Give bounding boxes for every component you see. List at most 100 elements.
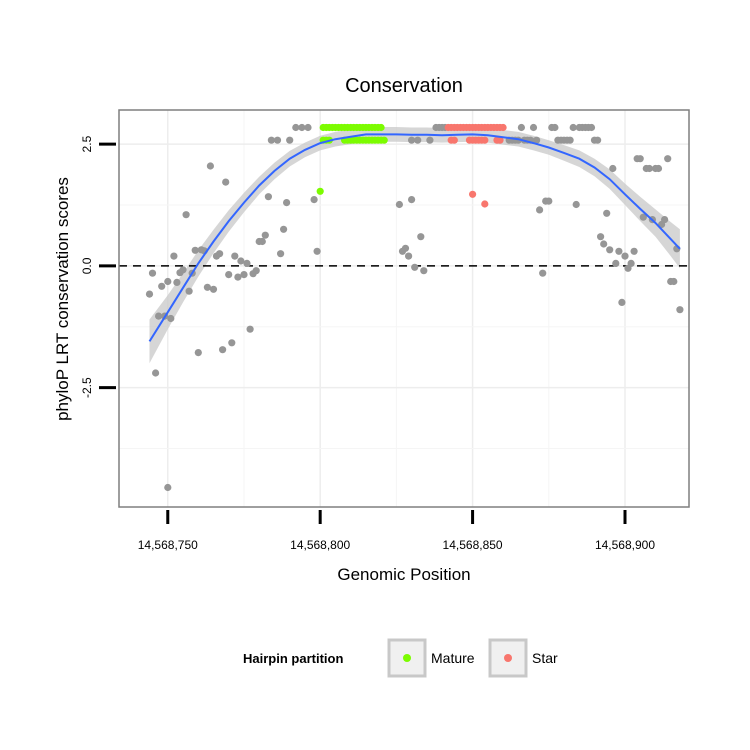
data-point [167, 314, 175, 323]
data-point [606, 246, 614, 254]
data-point [545, 197, 553, 205]
data-point [615, 247, 623, 255]
data-point [222, 178, 230, 186]
data-point [661, 216, 669, 224]
legend: Hairpin partition Mature Star [243, 638, 558, 678]
data-point [158, 282, 166, 290]
data-point [481, 200, 489, 208]
data-point [206, 162, 214, 170]
data-point [203, 283, 211, 291]
data-point [283, 199, 291, 207]
data-point [185, 287, 193, 295]
legend-label: Star [532, 650, 558, 666]
data-point [243, 259, 251, 267]
data-point [216, 250, 224, 258]
data-point [380, 136, 388, 144]
data-point [173, 278, 181, 286]
legend-swatch [403, 654, 411, 662]
data-point [277, 250, 285, 258]
x-axis-label: Genomic Position [337, 565, 470, 584]
data-point [664, 155, 672, 163]
data-point [609, 164, 617, 173]
data-point [191, 246, 199, 254]
data-point [600, 240, 608, 248]
series-mature [316, 123, 388, 195]
data-point [225, 271, 233, 279]
data-point [469, 190, 477, 198]
data-point [194, 349, 202, 357]
y-axis: -2.5 0.0 2.5 [80, 135, 116, 398]
data-point [639, 213, 647, 221]
legend-entry-mature: Mature [387, 638, 475, 678]
data-point [566, 136, 574, 144]
data-point [401, 244, 410, 252]
data-point [145, 290, 154, 298]
plot-border [118, 109, 690, 508]
x-tick-label: 14,568,900 [595, 538, 655, 552]
x-tick-label: 14,568,800 [290, 538, 350, 552]
data-point [405, 252, 413, 260]
data-point [517, 123, 526, 132]
data-point [529, 123, 538, 132]
data-point [411, 263, 419, 271]
data-point [313, 247, 321, 255]
series-star [444, 123, 507, 208]
data-point [246, 325, 254, 333]
data-point [621, 252, 629, 260]
y-tick-label: 2.5 [80, 135, 94, 152]
data-point [630, 247, 638, 255]
data-point [298, 123, 306, 132]
data-point [627, 259, 635, 267]
data-point [237, 257, 245, 265]
data-point [426, 136, 434, 144]
legend-entry-star: Star [488, 638, 558, 678]
data-point [420, 267, 428, 275]
legend-swatch [504, 654, 512, 662]
data-point [280, 225, 288, 233]
data-point [231, 252, 239, 260]
legend-label: Mature [431, 650, 475, 666]
data-point [572, 200, 580, 209]
data-point [450, 136, 458, 144]
data-point [234, 273, 242, 281]
data-point [292, 123, 300, 132]
x-tick-label: 14,568,850 [443, 538, 503, 552]
x-axis: 14,568,750 14,568,800 14,568,850 14,568,900 [138, 510, 655, 552]
data-point [377, 123, 385, 132]
data-point [395, 200, 403, 209]
data-point [179, 266, 187, 274]
data-point [170, 252, 178, 260]
data-point [587, 123, 596, 132]
data-point [240, 271, 248, 279]
data-point [164, 483, 172, 492]
data-point [417, 233, 425, 241]
data-point [499, 123, 507, 132]
x-tick-label: 14,568,750 [138, 538, 198, 552]
data-point [304, 123, 312, 132]
data-point [670, 277, 678, 286]
data-point [228, 339, 236, 347]
data-point [182, 211, 190, 219]
data-point [654, 164, 663, 173]
data-point [155, 312, 163, 320]
data-point [148, 269, 157, 277]
data-point [597, 233, 605, 241]
chart-title: Conservation [345, 75, 463, 97]
data-point [408, 136, 416, 144]
data-point [261, 231, 269, 239]
data-point [645, 164, 654, 173]
data-point [316, 187, 324, 195]
data-point [264, 193, 272, 201]
data-point [273, 136, 282, 144]
y-axis-label: phyloP LRT conservation scores [53, 177, 72, 421]
plot-panel [119, 110, 689, 507]
data-point [569, 123, 577, 132]
grid-lines [119, 110, 689, 507]
data-point [533, 136, 541, 144]
data-point [408, 196, 416, 204]
data-point [414, 136, 422, 144]
y-tick-label: -2.5 [80, 377, 94, 398]
data-point [252, 267, 260, 275]
data-point [481, 136, 489, 144]
y-tick-label: 0.0 [80, 257, 94, 274]
